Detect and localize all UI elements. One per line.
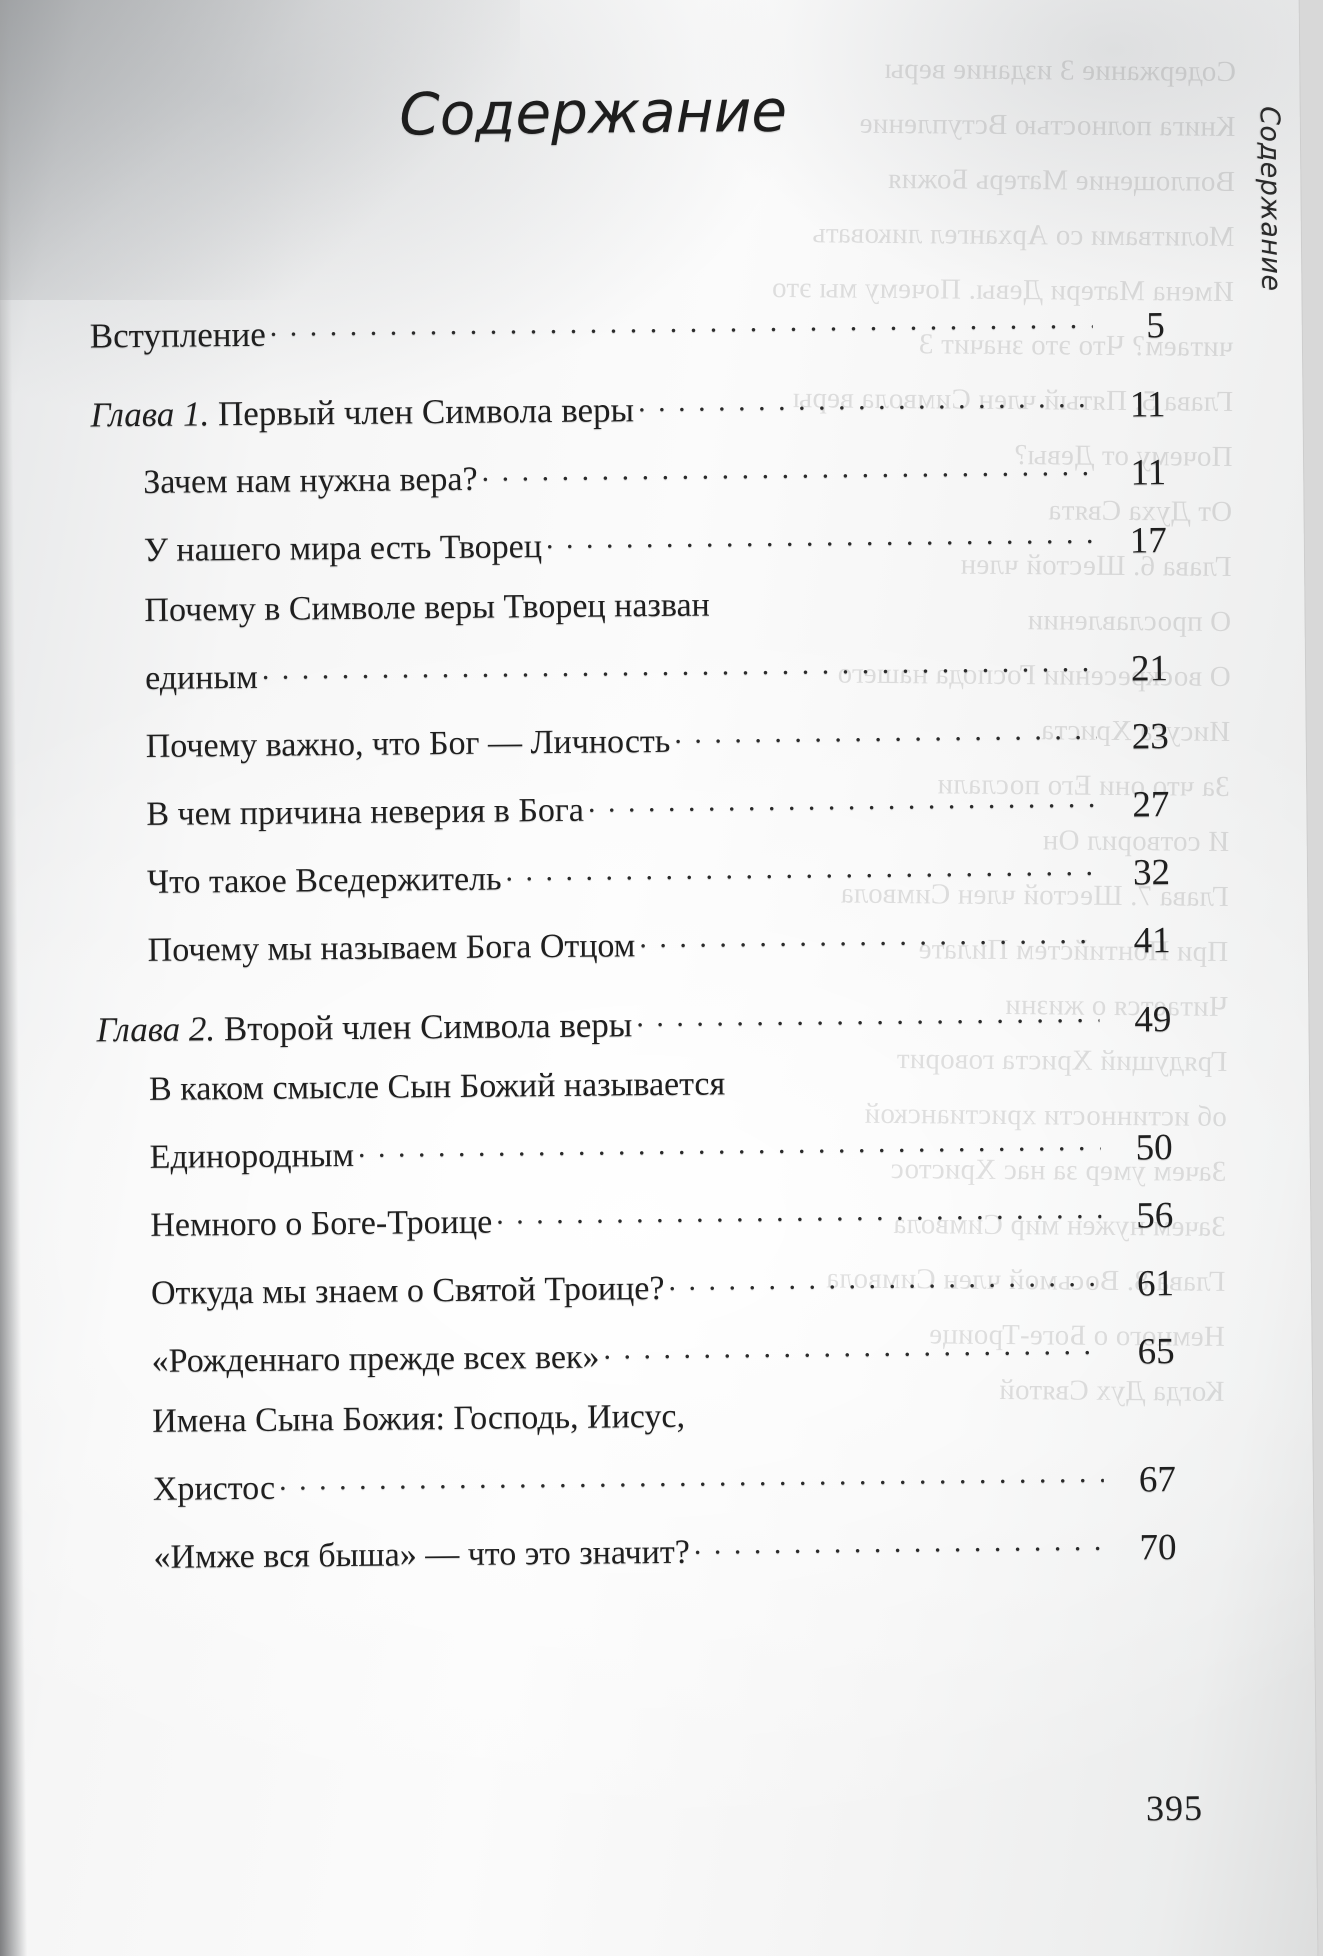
- toc-entry-chapter: Глава 1.: [90, 394, 210, 435]
- toc-entry[interactable]: Немного о Боге-Троице. . . . . . . . . .…: [98, 1185, 1173, 1248]
- toc-entry[interactable]: «Имже вся быша» — что это значит?. . . .…: [101, 1517, 1176, 1580]
- toc-entry-page-number: 17: [1129, 520, 1168, 562]
- toc-entry-label: Почему мы называем Бога Отцом: [147, 923, 636, 973]
- table-of-contents: Вступление. . . . . . . . . . . . . . . …: [90, 295, 1177, 1595]
- toc-entry-title: В чем причина неверия в Бога: [146, 791, 585, 833]
- toc-dot-leader: . . . . . . . . . . . . . . . . . . . . …: [495, 1186, 1102, 1231]
- toc-entry-title: В каком смысле Сын Божий называется: [148, 1065, 726, 1108]
- toc-entry-label: Откуда мы знаем о Святой Троице?: [151, 1266, 665, 1316]
- toc-entry-title: Почему важно, что Бог — Личность: [145, 722, 671, 765]
- toc-entry[interactable]: Почему в Символе веры Творец назван. . .…: [92, 578, 1167, 633]
- toc-entry[interactable]: Откуда мы знаем о Святой Троице?. . . . …: [99, 1253, 1174, 1316]
- toc-entry-page-number: 5: [1146, 305, 1165, 347]
- toc-entry-title: Имена Сына Божия: Господь, Иисус,: [152, 1397, 686, 1440]
- toc-entry-label: Вступление: [90, 312, 266, 359]
- toc-entry-title: единым: [144, 658, 258, 697]
- toc-entry-label: Единородным: [149, 1133, 355, 1180]
- toc-entry-title: «Имже вся быша» — что это значит?: [153, 1533, 691, 1576]
- toc-dot-leader: . . . . . . . . . . . . . . . . . . . . …: [674, 707, 1097, 750]
- toc-entry[interactable]: Глава 1. Первый член Символа веры. . . .…: [90, 374, 1165, 437]
- toc-entry-label: В каком смысле Сын Божий называется: [149, 1061, 726, 1112]
- toc-entry-page-number: 11: [1129, 384, 1166, 426]
- toc-dot-leader: . . . . . . . . . . . . . . . . . . . . …: [668, 1254, 1102, 1297]
- toc-entry[interactable]: Вступление. . . . . . . . . . . . . . . …: [90, 295, 1165, 358]
- toc-dot-leader: . . . . . . . . . . . . . . . . . . . . …: [357, 1118, 1101, 1164]
- toc-entry-page-number: 27: [1132, 784, 1170, 826]
- toc-dot-leader: . . . . . . . . . . . . . . . . . . . . …: [505, 843, 1098, 888]
- toc-entry[interactable]: В чем причина неверия в Бога. . . . . . …: [94, 774, 1169, 837]
- toc-entry-title: Почему мы называем Бога Отцом: [147, 927, 636, 969]
- page-title: Содержание: [399, 76, 788, 149]
- toc-entry-page-number: 21: [1130, 648, 1169, 690]
- toc-entry-title: Второй член Символа веры: [214, 1005, 633, 1049]
- toc-dot-leader: . . . . . . . . . . . . . . . . . . . . …: [603, 1322, 1103, 1366]
- toc-dot-leader: . . . . . . . . . . . . . . . . . . . . …: [639, 911, 1099, 955]
- toc-dot-leader: . . . . . . . . . . . . . . . . . . . . …: [693, 1518, 1105, 1561]
- toc-entry-title: Единородным: [149, 1136, 355, 1176]
- toc-entry-label: У нашего мира есть Творец: [144, 524, 543, 573]
- toc-entry-label: Глава 1. Первый член Символа веры: [90, 387, 634, 437]
- toc-dot-leader: . . . . . . . . . . . . . . . . . . . . …: [278, 1450, 1104, 1497]
- toc-entry-chapter: Глава 2.: [96, 1009, 216, 1050]
- toc-entry[interactable]: Христос. . . . . . . . . . . . . . . . .…: [101, 1449, 1176, 1512]
- toc-entry-page-number: 56: [1136, 1195, 1174, 1237]
- toc-entry-label: Зачем нам нужна вера?: [143, 457, 478, 505]
- toc-entry-page-number: 32: [1132, 852, 1171, 894]
- toc-entry-title: Что такое Вседержитель: [146, 860, 502, 901]
- running-head-side-label: Содержание: [1253, 105, 1287, 292]
- toc-entry-label: Имена Сына Божия: Господь, Иисус,: [152, 1394, 685, 1444]
- toc-entry-page-number: 50: [1135, 1127, 1173, 1169]
- toc-entry-page-number: 41: [1133, 920, 1171, 962]
- toc-entry[interactable]: Почему важно, что Бог — Личность. . . . …: [93, 706, 1169, 769]
- toc-entry-label: Почему в Символе веры Творец назван: [144, 583, 710, 633]
- toc-entry-title: «Рожденнаго прежде всех век»: [151, 1338, 600, 1380]
- toc-dot-leader: . . . . . . . . . . . . . . . . . . . . …: [269, 296, 1093, 343]
- toc-entry[interactable]: Единородным. . . . . . . . . . . . . . .…: [97, 1117, 1173, 1180]
- toc-entry-label: «Рожденнаго прежде всех век»: [151, 1335, 599, 1384]
- toc-dot-leader: . . . . . . . . . . . . . . . . . . . . …: [636, 990, 1100, 1034]
- toc-dot-leader: . . . . . . . . . . . . . . . . . . . . …: [587, 775, 1098, 819]
- toc-entry[interactable]: Имена Сына Божия: Господь, Иисус,. . . .…: [100, 1389, 1175, 1444]
- toc-entry[interactable]: Зачем нам нужна вера?. . . . . . . . . .…: [91, 442, 1166, 505]
- toc-entry-page-number: 65: [1137, 1331, 1175, 1373]
- toc-entry[interactable]: «Рожденнаго прежде всех век». . . . . . …: [99, 1321, 1174, 1384]
- toc-entry-page-number: 70: [1139, 1527, 1177, 1569]
- toc-dot-leader: . . . . . . . . . . . . . . . . . . . . …: [481, 443, 1094, 488]
- toc-dot-leader: . . . . . . . . . . . . . . . . . . . . …: [545, 511, 1095, 556]
- toc-dot-leader: . . . . . . . . . . . . . . . . . . . . …: [261, 639, 1097, 686]
- toc-entry-title: Первый член Символа веры: [209, 390, 635, 434]
- toc-entry-title: У нашего мира есть Творец: [143, 528, 543, 569]
- toc-entry-title: Зачем нам нужна вера?: [143, 460, 478, 501]
- toc-entry-title: Вступление: [89, 314, 266, 356]
- toc-entry-title: Откуда мы знаем о Святой Троице?: [150, 1269, 665, 1312]
- toc-entry-label: Христос: [153, 1466, 276, 1512]
- toc-entry-title: Немного о Боге-Троице: [150, 1203, 493, 1244]
- toc-entry-label: Немного о Боге-Троице: [150, 1200, 492, 1248]
- toc-entry-label: Что такое Вседержитель: [147, 857, 502, 905]
- toc-entry-label: единым: [145, 655, 258, 701]
- toc-entry[interactable]: В каком смысле Сын Божий называется. . .…: [97, 1057, 1172, 1112]
- toc-entry-page-number: 67: [1138, 1459, 1177, 1501]
- toc-entry-label: Глава 2. Второй член Символа веры: [96, 1002, 632, 1052]
- toc-entry-label: Почему важно, что Бог — Личность: [146, 719, 671, 769]
- folio-page-number: 395: [1145, 1787, 1204, 1829]
- toc-entry-label: «Имже вся быша» — что это значит?: [153, 1530, 690, 1580]
- toc-entry-page-number: 11: [1130, 452, 1167, 494]
- toc-entry-title: Христос: [152, 1469, 276, 1508]
- toc-dot-leader: . . . . . . . . . . . . . . . . . . . . …: [637, 375, 1094, 419]
- toc-entry-page-number: 61: [1136, 1263, 1175, 1305]
- toc-entry[interactable]: У нашего мира есть Творец. . . . . . . .…: [92, 510, 1167, 573]
- toc-entry[interactable]: Почему мы называем Бога Отцом. . . . . .…: [95, 910, 1171, 973]
- toc-entry-page-number: 23: [1131, 716, 1169, 758]
- toc-entry[interactable]: Что такое Вседержитель. . . . . . . . . …: [95, 842, 1170, 905]
- toc-entry-title: Почему в Символе веры Творец назван: [144, 586, 710, 629]
- toc-entry[interactable]: единым. . . . . . . . . . . . . . . . . …: [93, 638, 1168, 701]
- toc-entry[interactable]: Глава 2. Второй член Символа веры. . . .…: [96, 989, 1171, 1052]
- toc-entry-page-number: 49: [1134, 999, 1172, 1041]
- toc-entry-label: В чем причина неверия в Бога: [146, 788, 584, 837]
